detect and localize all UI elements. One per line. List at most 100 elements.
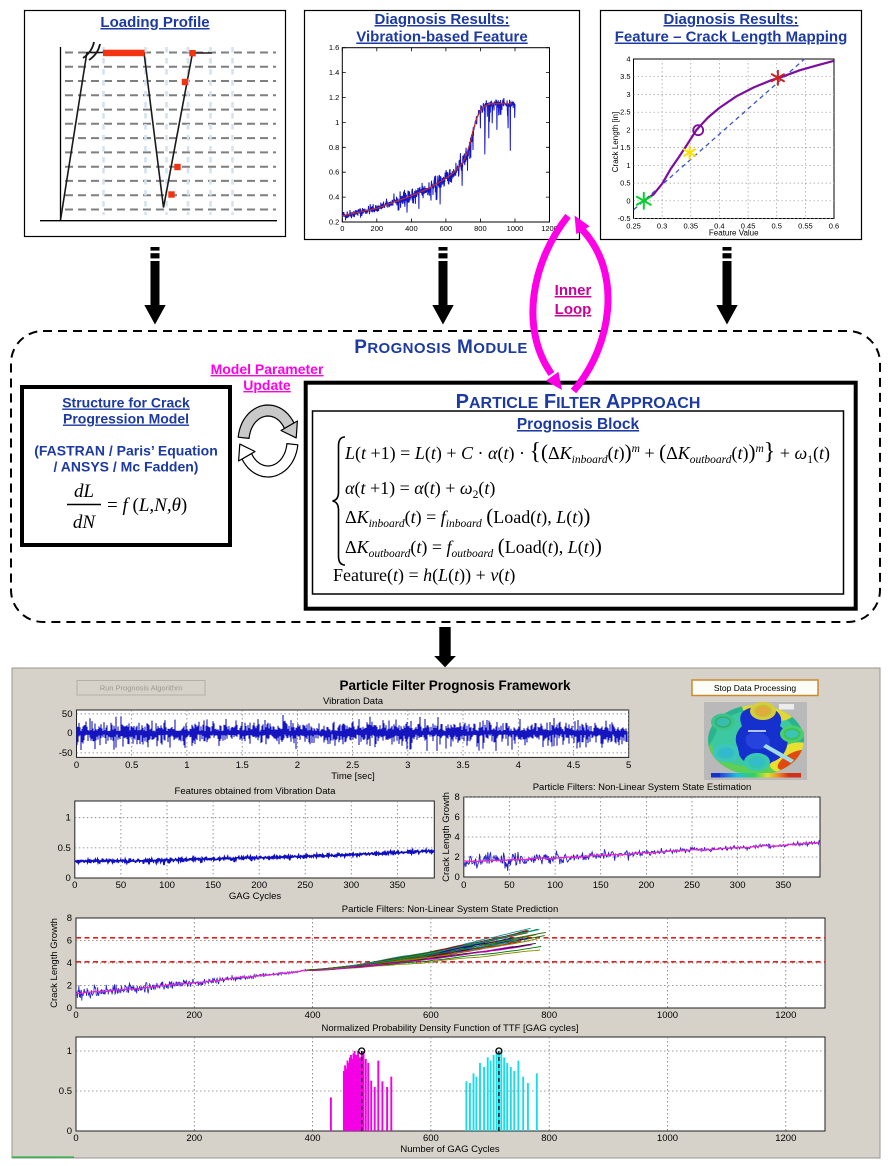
svg-text:4: 4 [67, 958, 72, 969]
svg-text:1: 1 [626, 161, 630, 170]
svg-text:100: 100 [159, 880, 175, 891]
svg-text:150: 150 [593, 880, 609, 891]
svg-text:1000: 1000 [657, 1010, 678, 1021]
svg-text:6: 6 [455, 812, 460, 823]
svg-text:0: 0 [72, 880, 77, 891]
svg-text:2: 2 [295, 760, 300, 771]
svg-text:200: 200 [251, 880, 267, 891]
svg-text:3.5: 3.5 [620, 72, 630, 81]
svg-text:Time [sec]: Time [sec] [331, 771, 374, 782]
svg-text:2: 2 [67, 981, 72, 992]
svg-text:2.5: 2.5 [346, 760, 359, 771]
svg-text:Vibration-based Feature: Vibration-based Feature [356, 29, 527, 46]
svg-text:0: 0 [340, 224, 344, 233]
svg-text:150: 150 [205, 880, 221, 891]
svg-text:250: 250 [297, 880, 313, 891]
svg-text:250: 250 [684, 880, 700, 891]
svg-text:-0.5: -0.5 [618, 214, 631, 223]
svg-text:0.5: 0.5 [125, 760, 138, 771]
svg-text:Crack Length [in]: Crack Length [in] [611, 112, 620, 172]
svg-text:0: 0 [67, 1126, 72, 1137]
svg-text:Progression Model: Progression Model [63, 411, 189, 427]
svg-text:Crack Length Growth: Crack Length Growth [441, 792, 452, 882]
svg-text:600: 600 [423, 1010, 439, 1021]
svg-text:Diagnosis Results:: Diagnosis Results: [663, 11, 798, 28]
svg-text:400: 400 [305, 1010, 321, 1021]
svg-text:2: 2 [455, 852, 460, 863]
svg-text:600: 600 [423, 1133, 439, 1144]
svg-text:0.2: 0.2 [329, 218, 339, 227]
svg-text:Particle Filters: Non-Linear S: Particle Filters: Non-Linear System Stat… [342, 904, 558, 915]
svg-text:350: 350 [389, 880, 405, 891]
svg-text:0: 0 [626, 196, 630, 205]
svg-text:0.6: 0.6 [829, 222, 839, 231]
svg-text:0.55: 0.55 [798, 222, 813, 231]
svg-text:0: 0 [73, 1133, 78, 1144]
svg-text:5: 5 [626, 760, 631, 771]
svg-text:6: 6 [67, 936, 72, 947]
svg-text:50: 50 [504, 880, 515, 891]
svg-text:200: 200 [186, 1133, 202, 1144]
svg-text:600: 600 [440, 224, 453, 233]
svg-text:1200: 1200 [775, 1010, 796, 1021]
svg-text:0: 0 [73, 1010, 78, 1021]
svg-text:Inner: Inner [555, 282, 592, 299]
svg-text:1200: 1200 [541, 224, 558, 233]
svg-text:3: 3 [405, 760, 410, 771]
svg-text:1.2: 1.2 [329, 93, 339, 102]
svg-text:1200: 1200 [775, 1133, 796, 1144]
svg-text:Features obtained from Vibrati: Features obtained from Vibration Data [175, 786, 337, 797]
svg-text:800: 800 [541, 1010, 557, 1021]
svg-text:0: 0 [455, 872, 460, 883]
svg-text:1.5: 1.5 [620, 143, 630, 152]
svg-text:Vibration Data: Vibration Data [323, 696, 384, 707]
svg-text:dL: dL [74, 481, 94, 502]
svg-text:Diagnosis Results:: Diagnosis Results: [374, 11, 509, 28]
svg-text:3.5: 3.5 [456, 760, 469, 771]
svg-text:0: 0 [66, 873, 71, 884]
svg-text:800: 800 [541, 1133, 557, 1144]
svg-text:Model Parameter: Model Parameter [211, 361, 324, 377]
svg-text:Structure for Crack: Structure for Crack [62, 395, 190, 411]
svg-text:2: 2 [626, 125, 630, 134]
svg-text:0.4: 0.4 [329, 193, 339, 202]
svg-text:GAG Cycles: GAG Cycles [229, 891, 282, 902]
svg-text:0.5: 0.5 [59, 1086, 72, 1097]
svg-text:200: 200 [638, 880, 654, 891]
svg-text:-50: -50 [59, 748, 73, 759]
svg-text:800: 800 [474, 224, 487, 233]
svg-text:0: 0 [74, 760, 79, 771]
svg-text:Run Prognosis Algorithm: Run Prognosis Algorithm [100, 684, 183, 693]
svg-text:1000: 1000 [657, 1133, 678, 1144]
svg-text:0.6: 0.6 [329, 168, 339, 177]
svg-text:400: 400 [405, 224, 418, 233]
svg-text:Particle Filter Prognosis Fram: Particle Filter Prognosis Framework [339, 678, 571, 693]
svg-text:1000: 1000 [507, 224, 524, 233]
svg-text:PARTICLE FILTER APPROACH: PARTICLE FILTER APPROACH [456, 391, 701, 413]
svg-text:Loop: Loop [555, 301, 592, 318]
svg-text:8: 8 [67, 913, 72, 924]
svg-text:Feature – Crack Length Mapping: Feature – Crack Length Mapping [615, 29, 848, 46]
svg-text:Normalized Probability Density: Normalized Probability Density Function … [322, 1023, 579, 1034]
svg-text:Loading Profile: Loading Profile [100, 14, 209, 31]
svg-text:(FASTRAN / Paris’ Equation: (FASTRAN / Paris’ Equation [34, 443, 218, 459]
svg-text:400: 400 [305, 1133, 321, 1144]
svg-text:350: 350 [775, 880, 791, 891]
svg-text:1: 1 [184, 760, 189, 771]
svg-text:1: 1 [67, 1046, 72, 1057]
svg-text:0.45: 0.45 [741, 222, 756, 231]
svg-text:200: 200 [371, 224, 384, 233]
svg-text:PROGNOSIS MODULE: PROGNOSIS MODULE [354, 337, 528, 358]
svg-text:1: 1 [66, 813, 71, 824]
svg-text:50: 50 [62, 709, 73, 720]
svg-text:300: 300 [343, 880, 359, 891]
svg-text:Number of GAG Cycles: Number of GAG Cycles [400, 1144, 499, 1155]
svg-text:0: 0 [461, 880, 466, 891]
svg-text:Update: Update [243, 377, 291, 393]
svg-text:50: 50 [116, 880, 127, 891]
svg-text:8: 8 [455, 792, 460, 803]
svg-text:0.25: 0.25 [626, 222, 641, 231]
svg-text:0: 0 [67, 728, 72, 739]
svg-text:0.35: 0.35 [683, 222, 698, 231]
svg-text:Feature(t) = h(L(t)) + v(t): Feature(t) = h(L(t)) + v(t) [333, 565, 515, 586]
